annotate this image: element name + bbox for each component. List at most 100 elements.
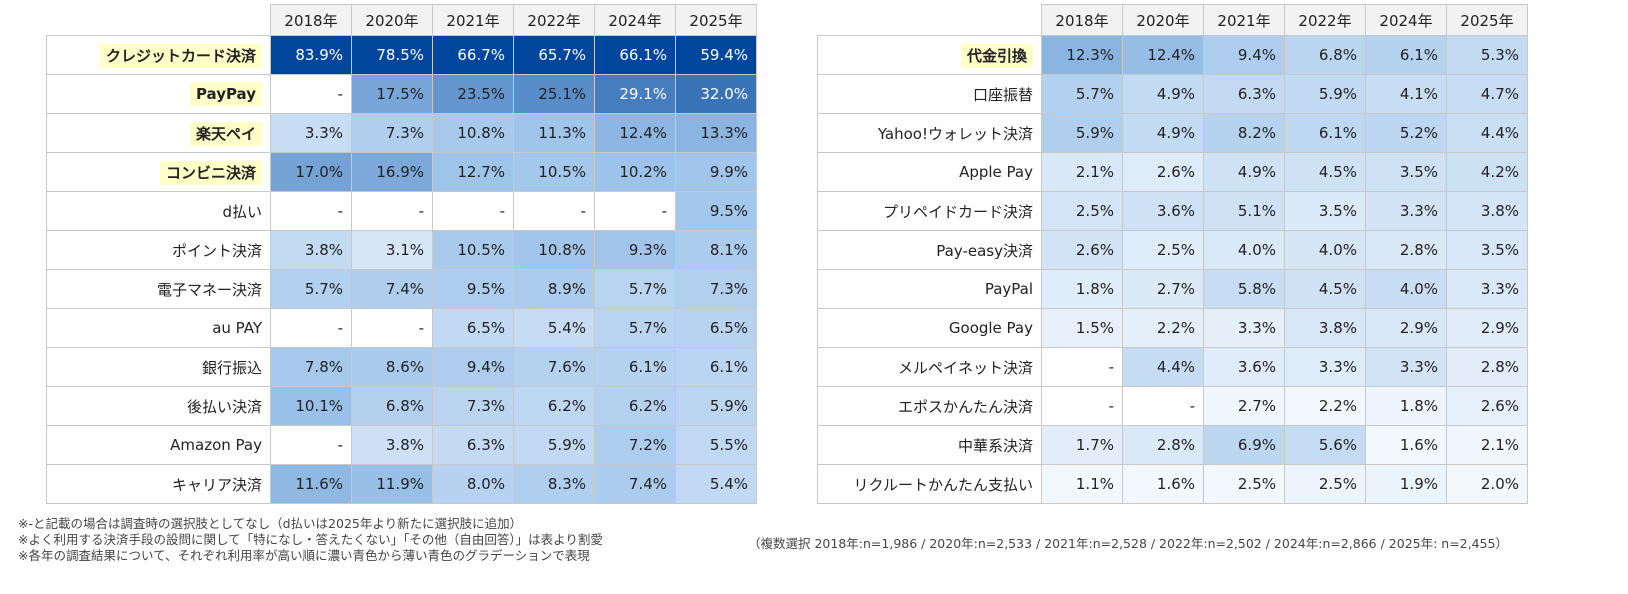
- payment-method-label: ポイント決済: [171, 241, 262, 260]
- value-cell: 4.1%: [1365, 74, 1447, 114]
- value-cell: 23.5%: [432, 74, 514, 114]
- payment-method-label: クレジットカード決済: [99, 43, 262, 68]
- footnotes: ※-と記載の場合は調査時の選択肢としてなし（d払いは2025年より新たに選択肢に…: [18, 516, 603, 564]
- value-cell: 9.3%: [594, 230, 676, 270]
- value-cell: -: [432, 191, 514, 231]
- value-cell: 10.8%: [432, 113, 514, 153]
- value-cell: 6.5%: [675, 308, 757, 348]
- payment-method-label: 電子マネー決済: [156, 280, 262, 299]
- value-cell: 3.8%: [1446, 191, 1528, 231]
- value-cell: 8.0%: [432, 464, 514, 504]
- payment-method-label: 口座振替: [972, 85, 1033, 104]
- value-cell: 6.8%: [1284, 35, 1366, 75]
- value-cell: 3.6%: [1122, 191, 1204, 231]
- value-cell: 8.1%: [675, 230, 757, 270]
- value-cell: 6.1%: [675, 347, 757, 387]
- value-cell: 2.0%: [1446, 464, 1528, 504]
- row-label-cell: PayPal: [817, 269, 1042, 309]
- value-cell: 7.4%: [594, 464, 676, 504]
- row-label-cell: 楽天ペイ: [46, 113, 271, 153]
- value-cell: 29.1%: [594, 74, 676, 114]
- value-cell: -: [270, 191, 352, 231]
- value-cell: 1.8%: [1365, 386, 1447, 426]
- value-cell: 32.0%: [675, 74, 757, 114]
- value-cell: 2.6%: [1041, 230, 1123, 270]
- value-cell: 1.9%: [1365, 464, 1447, 504]
- value-cell: 2.7%: [1122, 269, 1204, 309]
- payment-method-label: Yahoo!ウォレット決済: [877, 124, 1033, 143]
- value-cell: 2.9%: [1446, 308, 1528, 348]
- value-cell: 3.1%: [351, 230, 433, 270]
- payment-method-label: キャリア決済: [171, 475, 262, 494]
- value-cell: 7.3%: [351, 113, 433, 153]
- table-row: ポイント決済 3.8% 3.1% 10.5% 10.8% 9.3% 8.1%: [46, 230, 757, 270]
- table-row: エポスかんたん決済 - -2.7% 2.2% 1.8% 2.6%: [817, 386, 1528, 426]
- table-row: PayPay -17.5% 23.5% 25.1% 29.1% 32.0%: [46, 74, 757, 114]
- year-header: 2024年: [1365, 4, 1447, 36]
- value-cell: -: [270, 308, 352, 348]
- value-cell: 5.7%: [1041, 74, 1123, 114]
- value-cell: 17.0%: [270, 152, 352, 192]
- value-cell: 3.5%: [1365, 152, 1447, 192]
- value-cell: 5.7%: [594, 308, 676, 348]
- row-label-cell: リクルートかんたん支払い: [817, 464, 1042, 504]
- row-label-cell: プリペイドカード決済: [817, 191, 1042, 231]
- row-label-cell: Pay-easy決済: [817, 230, 1042, 270]
- table-row: 中華系決済 1.7% 2.8% 6.9% 5.6% 1.6% 2.1%: [817, 425, 1528, 465]
- header-row: 2018年 2020年 2021年 2022年 2024年 2025年: [46, 4, 757, 36]
- year-header: 2021年: [1203, 4, 1285, 36]
- table-row: au PAY - -6.5% 5.4% 5.7% 6.5%: [46, 308, 757, 348]
- value-cell: 10.2%: [594, 152, 676, 192]
- table-row: Amazon Pay -3.8% 6.3% 5.9% 7.2% 5.5%: [46, 425, 757, 465]
- value-cell: 5.4%: [675, 464, 757, 504]
- payment-method-label: Google Pay: [948, 319, 1033, 337]
- table-row: d払い - - - - -9.5%: [46, 191, 757, 231]
- payment-method-label: 中華系決済: [957, 436, 1033, 455]
- row-label-cell: 代金引換: [817, 35, 1042, 75]
- value-cell: 66.1%: [594, 35, 676, 75]
- value-cell: 4.9%: [1122, 113, 1204, 153]
- table-row: 後払い決済 10.1% 6.8% 7.3% 6.2% 6.2% 5.9%: [46, 386, 757, 426]
- year-header: 2022年: [513, 4, 595, 36]
- value-cell: 7.6%: [513, 347, 595, 387]
- table-row: コンビニ決済 17.0% 16.9% 12.7% 10.5% 10.2% 9.9%: [46, 152, 757, 192]
- value-cell: 5.4%: [513, 308, 595, 348]
- corner-cell: [46, 4, 271, 36]
- value-cell: 2.2%: [1122, 308, 1204, 348]
- value-cell: 6.1%: [1284, 113, 1366, 153]
- table-row: クレジットカード決済 83.9% 78.5% 66.7% 65.7% 66.1% 59.4%: [46, 35, 757, 75]
- value-cell: 12.7%: [432, 152, 514, 192]
- value-cell: 2.5%: [1122, 230, 1204, 270]
- value-cell: 4.0%: [1365, 269, 1447, 309]
- row-label-cell: 口座振替: [817, 74, 1042, 114]
- value-cell: 11.3%: [513, 113, 595, 153]
- value-cell: 66.7%: [432, 35, 514, 75]
- value-cell: 3.3%: [1365, 347, 1447, 387]
- header-row: 2018年 2020年 2021年 2022年 2024年 2025年: [817, 4, 1528, 36]
- value-cell: 4.4%: [1122, 347, 1204, 387]
- value-cell: 2.1%: [1446, 425, 1528, 465]
- value-cell: 7.2%: [594, 425, 676, 465]
- table-row: Google Pay 1.5% 2.2% 3.3% 3.8% 2.9% 2.9%: [817, 308, 1528, 348]
- payment-method-label: コンビニ決済: [159, 160, 262, 185]
- row-label-cell: エポスかんたん決済: [817, 386, 1042, 426]
- value-cell: 3.5%: [1446, 230, 1528, 270]
- corner-cell: [817, 4, 1042, 36]
- value-cell: 5.6%: [1284, 425, 1366, 465]
- value-cell: 4.5%: [1284, 152, 1366, 192]
- value-cell: 8.9%: [513, 269, 595, 309]
- value-cell: 1.8%: [1041, 269, 1123, 309]
- year-header: 2025年: [675, 4, 757, 36]
- value-cell: 5.7%: [594, 269, 676, 309]
- table-row: 電子マネー決済 5.7% 7.4% 9.5% 8.9% 5.7% 7.3%: [46, 269, 757, 309]
- row-label-cell: ポイント決済: [46, 230, 271, 270]
- table-row: Yahoo!ウォレット決済 5.9% 4.9% 8.2% 6.1% 5.2% 4.4%: [817, 113, 1528, 153]
- value-cell: 9.4%: [432, 347, 514, 387]
- row-label-cell: コンビニ決済: [46, 152, 271, 192]
- value-cell: 7.4%: [351, 269, 433, 309]
- value-cell: 3.6%: [1203, 347, 1285, 387]
- row-label-cell: 中華系決済: [817, 425, 1042, 465]
- value-cell: 12.4%: [594, 113, 676, 153]
- value-cell: 3.5%: [1284, 191, 1366, 231]
- value-cell: 2.6%: [1446, 386, 1528, 426]
